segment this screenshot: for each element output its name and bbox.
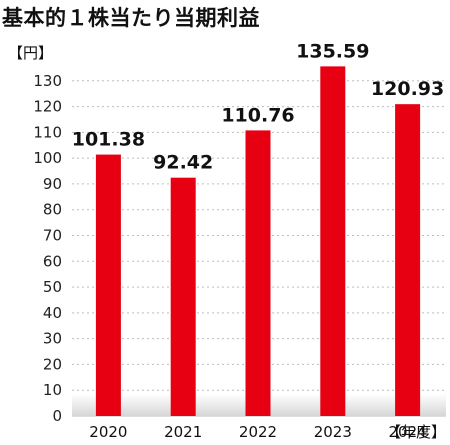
value-label: 135.59 — [296, 40, 369, 62]
bar-2022 — [245, 130, 271, 416]
value-label: 120.93 — [371, 78, 444, 100]
y-tick-label: 110 — [33, 123, 62, 141]
y-axis-ticks: 0 10 20 30 40 50 60 70 80 90 100 110 120 130 — [33, 72, 62, 425]
y-tick-label: 20 — [43, 355, 62, 373]
x-tick-label: 2024 — [389, 423, 427, 441]
bar-2024 — [395, 104, 421, 417]
bars — [95, 66, 421, 417]
x-tick-label: 2021 — [164, 423, 202, 441]
x-axis-ticks: 2020 2021 2022 2023 2024 — [89, 423, 426, 441]
x-tick-label: 2020 — [89, 423, 127, 441]
value-label: 101.38 — [72, 129, 145, 151]
y-tick-label: 40 — [43, 304, 62, 322]
y-tick-label: 100 — [33, 149, 62, 167]
y-tick-label: 0 — [52, 407, 62, 425]
x-tick-label: 2023 — [314, 423, 352, 441]
chart-title: 基本的１株当たり当期利益 — [2, 6, 260, 30]
y-tick-label: 80 — [43, 201, 62, 219]
y-tick-label: 10 — [43, 381, 62, 399]
y-tick-label: 120 — [33, 98, 62, 116]
y-tick-label: 130 — [33, 72, 62, 90]
y-tick-label: 60 — [43, 252, 62, 270]
value-label: 92.42 — [153, 152, 213, 174]
y-tick-label: 30 — [43, 330, 62, 348]
x-axis-unit-label: 【年度】 — [386, 423, 446, 441]
bar-2023 — [320, 66, 346, 417]
value-label: 110.76 — [221, 104, 294, 126]
y-tick-label: 50 — [43, 278, 62, 296]
bar-2020 — [95, 154, 121, 417]
y-axis-unit-label: 【円】 — [8, 44, 53, 62]
y-tick-label: 70 — [43, 227, 62, 245]
y-tick-label: 90 — [43, 175, 62, 193]
bar-2021 — [170, 177, 196, 416]
x-tick-label: 2022 — [239, 423, 277, 441]
